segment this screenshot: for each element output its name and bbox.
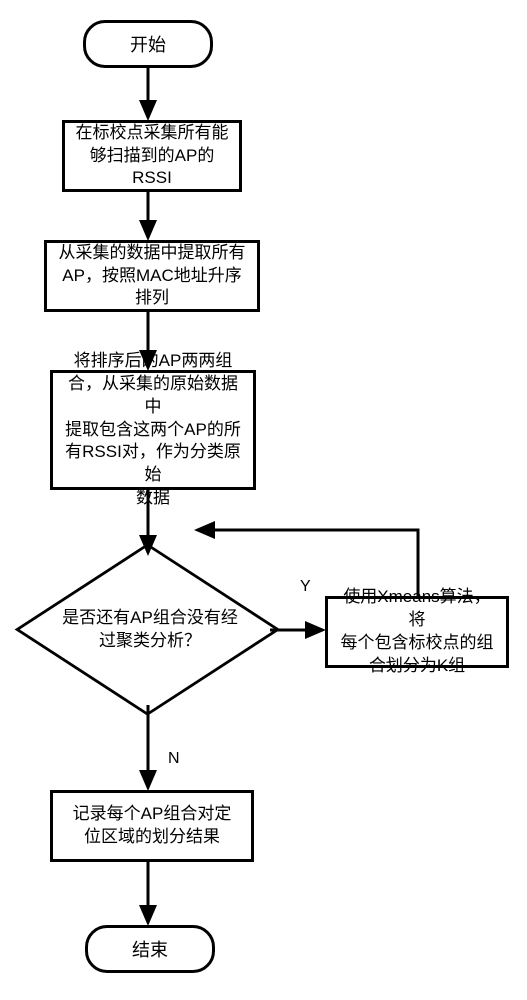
node-start: 开始 <box>83 20 213 68</box>
node-extract-sort-ap: 从采集的数据中提取所有AP，按照MAC地址升序排列 <box>44 240 260 312</box>
node-collect-rssi: 在标校点采集所有能够扫描到的AP的RSSI <box>62 120 242 192</box>
node-xmeans-text: 使用Xmeans算法，将每个包含标校点的组合划分为K组 <box>338 586 496 678</box>
flowchart-canvas: 开始 在标校点采集所有能够扫描到的AP的RSSI 从采集的数据中提取所有AP，按… <box>0 0 527 1000</box>
node-record-result: 记录每个AP组合对定位区域的划分结果 <box>50 790 254 862</box>
node-extract-sort-ap-text: 从采集的数据中提取所有AP，按照MAC地址升序排列 <box>57 242 247 311</box>
node-record-result-text: 记录每个AP组合对定位区域的划分结果 <box>73 803 232 849</box>
node-start-label: 开始 <box>130 31 166 57</box>
edge-label-yes: Y <box>300 578 311 596</box>
node-end: 结束 <box>85 925 215 973</box>
edge-label-no: N <box>168 750 180 768</box>
node-collect-rssi-text: 在标校点采集所有能够扫描到的AP的RSSI <box>75 122 229 191</box>
node-decision-text: 是否还有AP组合没有经过聚类分析？ <box>62 607 238 653</box>
node-xmeans: 使用Xmeans算法，将每个包含标校点的组合划分为K组 <box>325 596 509 668</box>
node-decision-text-wrap: 是否还有AP组合没有经过聚类分析？ <box>25 555 275 705</box>
node-pair-ap: 将排序后的AP两两组合，从采集的原始数据中提取包含这两个AP的所有RSSI对，作… <box>50 370 256 490</box>
node-end-label: 结束 <box>132 936 168 962</box>
node-pair-ap-text: 将排序后的AP两两组合，从采集的原始数据中提取包含这两个AP的所有RSSI对，作… <box>63 350 243 511</box>
node-decision: 是否还有AP组合没有经过聚类分析？ <box>25 555 275 705</box>
